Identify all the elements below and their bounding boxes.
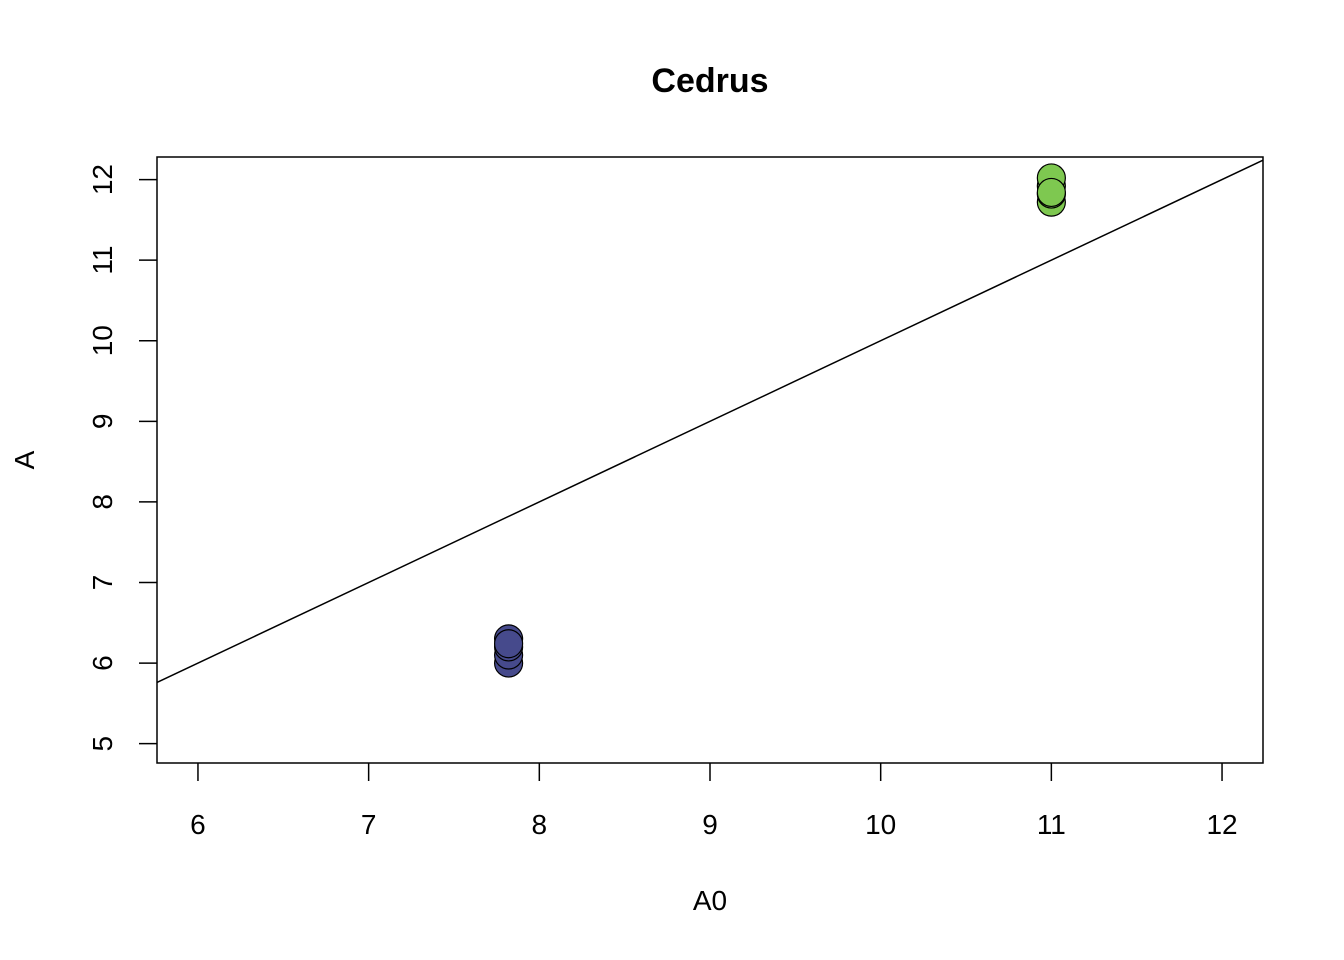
y-axis: 5 6 7 8 9 10 11 12 <box>87 164 157 751</box>
x-axis-label: A0 <box>693 885 727 916</box>
reference-line <box>156 159 1264 684</box>
reference-line-layer <box>156 159 1264 684</box>
chart-title: Cedrus <box>651 62 768 100</box>
data-point-series-1 <box>493 629 524 659</box>
x-axis: 6 7 8 9 10 11 12 <box>190 763 1238 840</box>
y-tick-label: 10 <box>87 325 118 356</box>
x-tick-label: 10 <box>865 809 896 840</box>
x-tick-label: 8 <box>532 809 548 840</box>
x-tick-label: 7 <box>361 809 377 840</box>
y-tick-label: 9 <box>87 414 118 430</box>
y-tick-label: 5 <box>87 736 118 752</box>
y-tick-label: 7 <box>87 575 118 591</box>
points-layer <box>493 163 1066 678</box>
y-tick-label: 12 <box>87 164 118 195</box>
x-tick-label: 6 <box>190 809 206 840</box>
y-axis-label: A <box>9 450 40 469</box>
y-tick-label: 8 <box>87 494 118 510</box>
plot-frame <box>156 156 1264 764</box>
data-point-series-2 <box>1036 177 1066 208</box>
x-tick-label: 11 <box>1037 809 1066 840</box>
y-tick-label: 6 <box>87 655 118 671</box>
y-tick-label: 11 <box>87 246 118 275</box>
x-tick-label: 9 <box>702 809 718 840</box>
x-tick-label: 12 <box>1206 809 1237 840</box>
